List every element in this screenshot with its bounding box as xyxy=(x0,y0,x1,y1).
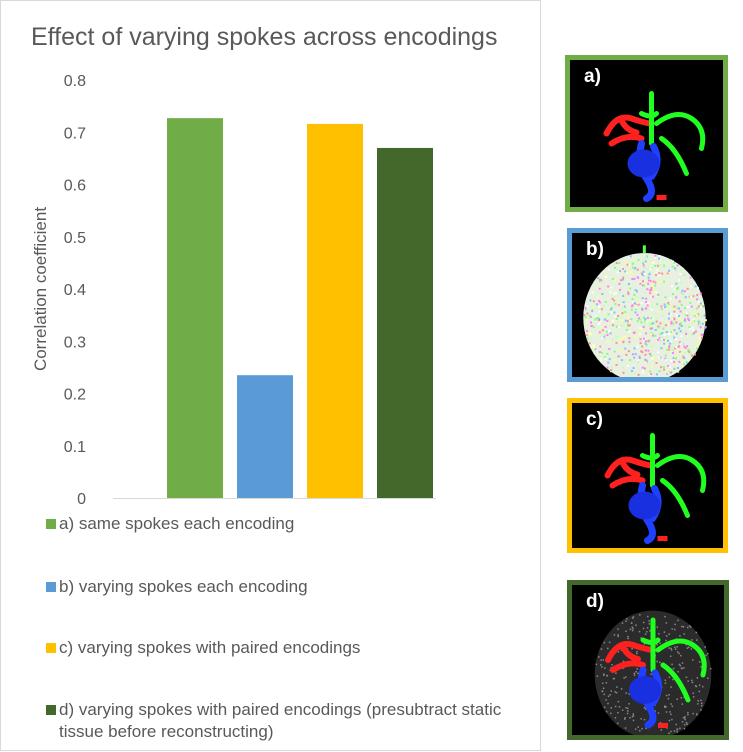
bar-d xyxy=(377,147,433,499)
thumbnail-d-image xyxy=(594,610,712,735)
y-tick-label: 0 xyxy=(77,491,86,508)
thumbnail-a: a) xyxy=(565,55,728,212)
legend-swatch-b xyxy=(46,582,56,592)
chart-frame: Effect of varying spokes across encoding… xyxy=(0,0,541,751)
legend-swatch-a xyxy=(46,519,56,529)
legend-item-b: b) varying spokes each encoding xyxy=(46,576,519,598)
thumbnail-b: b) xyxy=(567,228,728,382)
thumbnail-c-label: c) xyxy=(586,409,603,430)
thumbnail-b-label: b) xyxy=(586,239,604,260)
legend-item-c: c) varying spokes with paired encodings xyxy=(46,637,519,659)
thumbnail-a-image xyxy=(603,91,706,202)
legend-swatch-c xyxy=(46,643,56,653)
thumbnail-c-image xyxy=(604,433,707,544)
y-tick-label: 0.4 xyxy=(64,282,86,299)
thumbnail-a-label: a) xyxy=(584,66,601,87)
y-tick-label: 0.5 xyxy=(64,230,86,247)
legend-swatch-d xyxy=(46,705,56,715)
legend-label-b: b) varying spokes each encoding xyxy=(59,577,308,596)
bar-chart: 0 0.1 0.2 0.3 0.4 0.5 0.6 0.7 0.8 Correlation coe… xyxy=(31,73,436,508)
bar-c xyxy=(307,123,363,498)
y-tick-label: 0.1 xyxy=(64,439,86,456)
y-tick-label: 0.8 xyxy=(64,73,86,90)
legend-label-a: a) same spokes each encoding xyxy=(59,514,295,533)
y-tick-label: 0.7 xyxy=(64,125,86,142)
y-axis-label: Correlation coefficient xyxy=(31,207,50,371)
y-tick-label: 0.6 xyxy=(64,178,86,195)
chart-title: Effect of varying spokes across encoding… xyxy=(31,23,498,51)
legend-label-c: c) varying spokes with paired encodings xyxy=(59,638,361,657)
legend-item-d: d) varying spokes with paired encodings … xyxy=(46,699,519,743)
thumbnail-d-label: d) xyxy=(586,591,604,612)
thumbnail-c: c) xyxy=(567,398,728,553)
bar-a xyxy=(167,118,223,498)
thumbnail-d: d) xyxy=(567,580,729,740)
bar-b xyxy=(237,375,293,498)
y-tick-label: 0.3 xyxy=(64,334,86,351)
y-tick-label: 0.2 xyxy=(64,387,86,404)
thumbnail-b-image xyxy=(583,245,707,377)
legend-label-d: d) varying spokes with paired encodings … xyxy=(59,700,502,741)
legend-item-a: a) same spokes each encoding xyxy=(46,513,519,535)
